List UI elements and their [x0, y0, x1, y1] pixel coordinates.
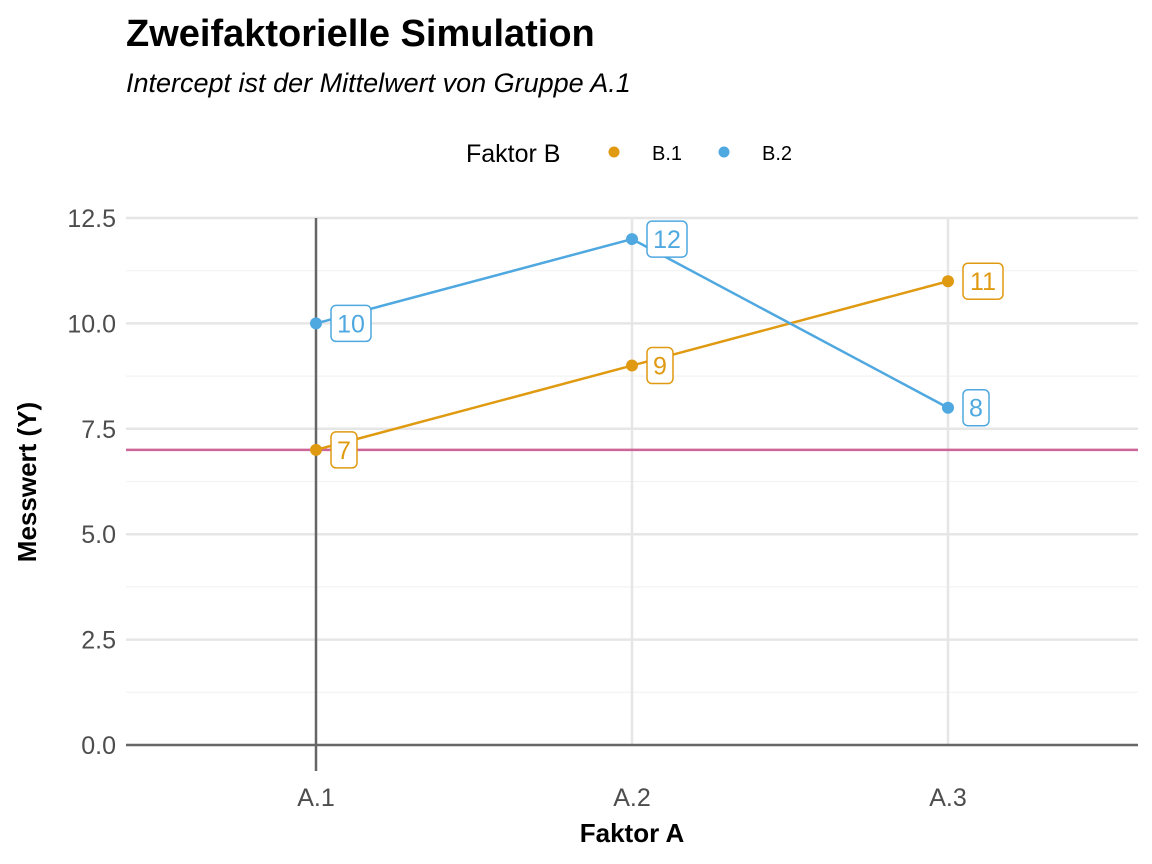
data-point — [310, 443, 322, 456]
chart-subtitle: Intercept ist der Mittelwert von Gruppe … — [126, 68, 631, 98]
data-label: 11 — [970, 268, 996, 296]
legend: Faktor B B.1 B.2 — [466, 140, 792, 168]
data-point — [942, 401, 954, 414]
y-axis-ticks: 0.0 2.5 5.0 7.5 10.0 12.5 — [67, 205, 116, 760]
data-label-box — [962, 388, 990, 427]
data-label-box — [330, 304, 372, 343]
series-group: 7 9 11 10 12 8 — [310, 220, 1004, 469]
data-label: 7 — [337, 437, 351, 465]
x-axis-title: Faktor A — [580, 818, 685, 848]
y-tick-label: 7.5 — [81, 416, 116, 444]
data-point — [626, 233, 638, 246]
data-point — [626, 359, 638, 372]
legend-label-b1: B.1 — [652, 143, 682, 165]
data-label: 9 — [653, 353, 667, 381]
data-point — [310, 317, 322, 330]
x-tick-label: A.3 — [929, 784, 967, 812]
y-tick-label: 2.5 — [81, 627, 116, 655]
reference-lines — [126, 218, 1138, 771]
data-label-box — [962, 262, 1004, 300]
y-axis-title: Messwert (Y) — [12, 402, 42, 562]
data-label-box — [330, 431, 358, 469]
data-label-box — [646, 346, 674, 385]
legend-label-b2: B.2 — [762, 143, 792, 165]
data-label: 8 — [969, 395, 983, 423]
chart-title: Zweifaktorielle Simulation — [126, 13, 595, 55]
series-b2: 10 12 8 — [310, 220, 990, 427]
data-label: 12 — [653, 226, 681, 254]
x-tick-label: A.2 — [613, 784, 651, 812]
y-tick-label: 5.0 — [81, 521, 116, 549]
y-tick-label: 10.0 — [67, 310, 116, 338]
y-tick-label: 0.0 — [81, 732, 116, 760]
legend-key-b1 — [608, 146, 620, 158]
y-tick-label: 12.5 — [67, 205, 116, 233]
data-label-box — [646, 220, 688, 258]
x-axis-ticks: A.1 A.2 A.3 — [297, 784, 967, 812]
x-tick-label: A.1 — [297, 784, 335, 812]
legend-key-b2 — [718, 146, 730, 158]
gridlines — [126, 216, 1138, 745]
data-point — [942, 275, 954, 288]
series-b1: 7 9 11 — [310, 262, 1004, 469]
data-label: 10 — [337, 310, 365, 338]
legend-title: Faktor B — [466, 140, 560, 168]
